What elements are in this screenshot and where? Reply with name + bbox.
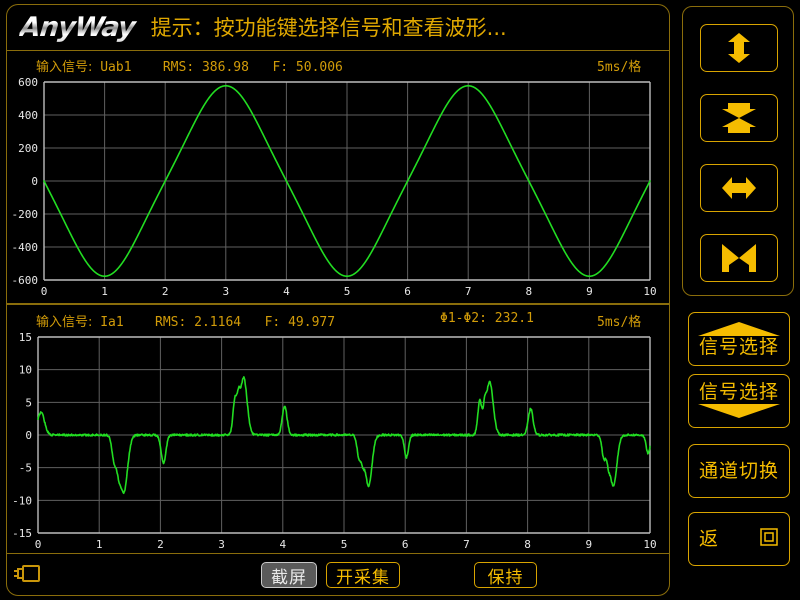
anyway-logo: AnyWay (18, 12, 140, 43)
chart1-signal-name: Uab1 (100, 60, 132, 75)
main-panel: AnyWay 提示：按功能键选择信号和查看波形... 输入信号: Uab1 RM… (6, 4, 670, 596)
chart2-phase: Φ1-Φ2: 232.1 (440, 311, 534, 331)
svg-text:0: 0 (35, 538, 42, 551)
channel-switch-button[interactable]: 通道切换 (688, 444, 790, 498)
svg-text:5: 5 (341, 538, 348, 551)
signal-select-next-label: 信号选择 (698, 381, 779, 403)
svg-text:15: 15 (19, 331, 32, 344)
title-bar: AnyWay 提示：按功能键选择信号和查看波形... (6, 4, 670, 50)
svg-text:7: 7 (463, 538, 470, 551)
svg-text:5: 5 (344, 285, 351, 298)
svg-text:4: 4 (283, 285, 290, 298)
title-frame (6, 4, 670, 50)
svg-text:400: 400 (18, 109, 38, 122)
back-square-icon (759, 527, 779, 551)
svg-text:3: 3 (218, 538, 225, 551)
svg-text:10: 10 (19, 364, 32, 377)
chart2-phase-label: Φ1-Φ2: (440, 311, 487, 326)
sidebar: 信号选择 信号选择 通道切换 返 (676, 0, 800, 600)
start-capture-button[interactable]: 开采集 (326, 562, 400, 588)
svg-text:9: 9 (585, 538, 592, 551)
arrows-vertical-out-icon (728, 33, 750, 63)
usb-storage-icon (14, 564, 40, 588)
arrows-horizontal-in-icon (722, 244, 756, 272)
signal-select-next-button[interactable]: 信号选择 (688, 374, 790, 428)
chart1-rms-value: 386.98 (201, 60, 249, 75)
chart2-signal-label: 输入信号: (36, 315, 93, 330)
svg-text:-15: -15 (12, 527, 32, 540)
chart2-signal-name: Ia1 (100, 315, 124, 330)
svg-text:1: 1 (101, 285, 108, 298)
svg-text:7: 7 (465, 285, 472, 298)
chart2-rms-label: RMS: (155, 315, 187, 330)
signal-select-prev-button[interactable]: 信号选择 (688, 312, 790, 366)
svg-text:6: 6 (404, 285, 411, 298)
svg-text:-200: -200 (12, 208, 39, 221)
hold-button[interactable]: 保持 (474, 562, 537, 588)
chart2-freq-label: F: (264, 315, 281, 330)
svg-text:9: 9 (586, 285, 593, 298)
channel-switch-label: 通道切换 (698, 459, 779, 482)
svg-text:-400: -400 (12, 241, 39, 254)
svg-text:200: 200 (18, 142, 38, 155)
svg-text:6: 6 (402, 538, 409, 551)
svg-text:0: 0 (31, 175, 38, 188)
page-title: 提示：按功能键选择信号和查看波形... (150, 16, 507, 40)
svg-text:2: 2 (157, 538, 164, 551)
svg-text:0: 0 (25, 429, 32, 442)
svg-text:10: 10 (643, 538, 656, 551)
horizontal-compress-button[interactable] (700, 234, 778, 282)
svg-text:5: 5 (25, 396, 32, 409)
svg-text:8: 8 (524, 538, 531, 551)
chart2-phase-value: 232.1 (494, 311, 534, 326)
chart2-freq-value: 49.977 (288, 315, 336, 330)
svg-text:4: 4 (279, 538, 286, 551)
chart2-info-left: 输入信号: Ia1 RMS: 2.1164 F: 49.977 (36, 311, 335, 331)
chart2-rms-value: 2.1164 (194, 315, 242, 330)
zoom-button-group (682, 6, 794, 296)
chart1-signal-label: 输入信号: (36, 60, 93, 75)
triangle-down-icon (698, 404, 780, 418)
chart1-freq-value: 50.006 (295, 60, 343, 75)
svg-text:-600: -600 (12, 274, 39, 287)
back-label: 返 (699, 527, 720, 550)
chart2-plot: -15 -10 -5 0 5 10 15 0 1 2 3 4 5 6 7 8 9 10 (12, 331, 657, 551)
svg-text:8: 8 (525, 285, 532, 298)
svg-text:3: 3 (222, 285, 229, 298)
chart1-info-left: 输入信号: Uab1 RMS: 386.98 F: 50.006 (36, 56, 343, 76)
chart2-frame (6, 304, 670, 554)
vertical-compress-button[interactable] (700, 94, 778, 142)
chart1-rms-label: RMS: (162, 60, 195, 75)
chart1-freq-label: F: (272, 60, 289, 75)
horizontal-expand-button[interactable] (700, 164, 778, 212)
chart1-timebase: 5ms/格 (597, 60, 642, 75)
chart1-frame (6, 50, 670, 304)
svg-text:1: 1 (96, 538, 103, 551)
screenshot-button[interactable]: 截屏 (261, 562, 317, 588)
svg-text:0: 0 (41, 285, 48, 298)
chart2-timebase: 5ms/格 (597, 315, 642, 330)
triangle-up-icon (698, 322, 780, 336)
arrows-horizontal-out-icon (722, 177, 756, 199)
bottom-toolbar: 截屏 开采集 保持 (6, 554, 670, 596)
chart1-plot: -600 -400 -200 0 200 400 600 0 1 2 3 4 5 6 7 8 9 10 (12, 76, 657, 298)
vertical-expand-button[interactable] (700, 24, 778, 72)
back-button[interactable]: 返 (688, 512, 790, 566)
svg-text:-10: -10 (12, 494, 32, 507)
svg-text:2: 2 (162, 285, 169, 298)
svg-text:600: 600 (18, 76, 38, 89)
svg-text:10: 10 (643, 285, 656, 298)
svg-text:-5: -5 (19, 462, 32, 475)
arrows-vertical-in-icon (722, 103, 756, 133)
signal-select-prev-label: 信号选择 (698, 336, 779, 358)
